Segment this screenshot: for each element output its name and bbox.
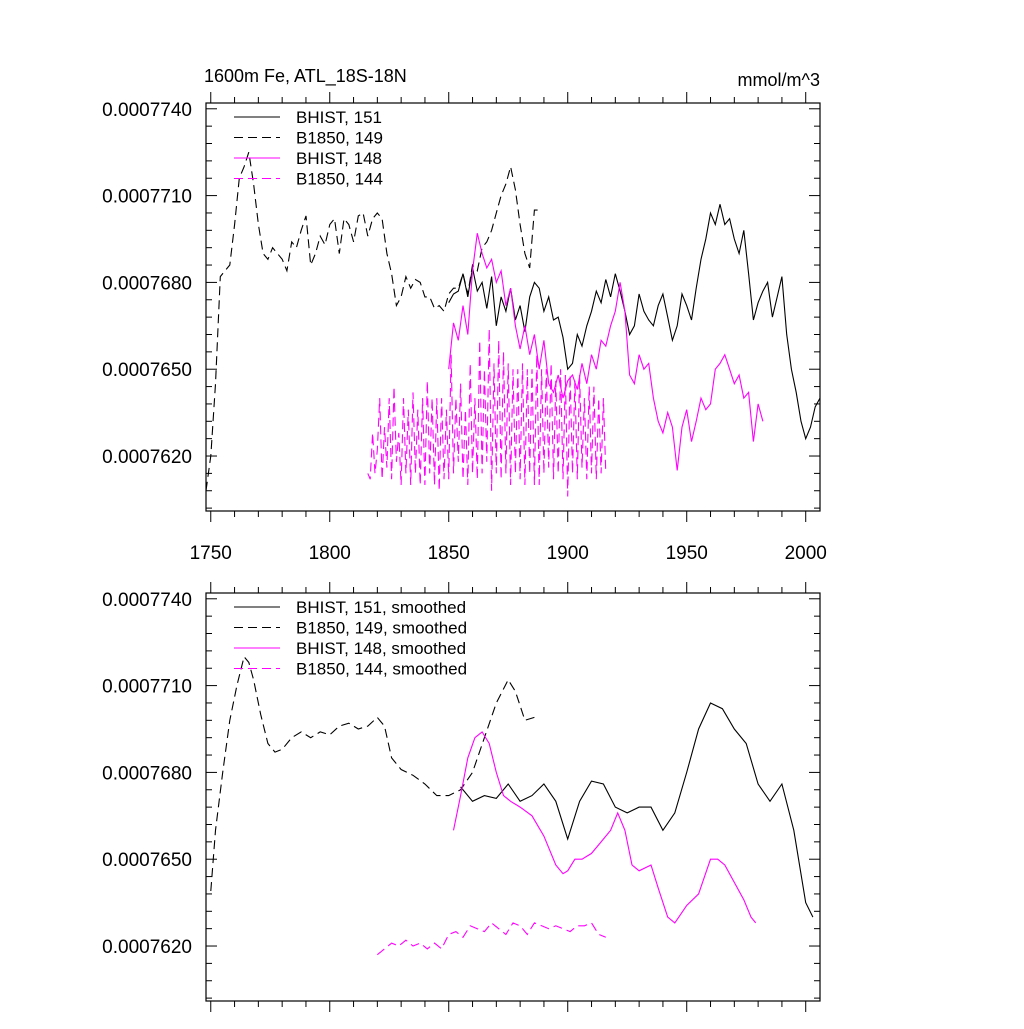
panel-2-legend-label-3: BHIST, 148, smoothed [296,639,466,658]
panel-1-ytick-label: 0.0007620 [102,447,192,468]
panel-2-legend-label-1: BHIST, 151, smoothed [296,598,466,617]
panel-1-title: 1600m Fe, ATL_18S-18N [204,66,407,87]
panel-1-ytick-label: 0.0007650 [102,360,192,381]
panel-2-ytick-label: 0.0007680 [102,763,192,784]
panel-1-frame [205,102,821,512]
panel-2-series-line-2 [210,655,535,892]
panel-1-xtick-label: 2000 [785,543,827,564]
panel-1-ytick-label: 0.0007680 [102,273,192,294]
panel-2-ytick-label: 0.0007620 [102,937,192,958]
panel-2-legend-label-2: B1850, 149, smoothed [296,619,467,638]
panel-1-series-line-1 [448,204,820,441]
panel-1-legend-label-4: B1850, 144 [296,170,383,189]
panel-2-series-line-3 [452,731,757,924]
panel-1-xtick-label: 1750 [190,543,232,564]
panel-1-units-label: mmol/m^3 [738,70,820,90]
panel-1: 0.0007620 0.0007650 0.0007680 0.0007710 0.00… [102,66,827,564]
panel-1-ytick-label: 0.0007710 [102,187,192,208]
panel-1-xtick-label: 1850 [428,543,470,564]
panel-1-xtick-label: 1950 [666,543,708,564]
panel-1-series-line-2 [206,152,540,491]
panel-1-legend-label-3: BHIST, 148 [296,149,382,168]
panel-2-frame [205,592,821,1002]
panel-2-ytick-label: 0.0007710 [102,677,192,698]
panel-1-legend-label-2: B1850, 149 [296,129,383,148]
panel-2-legend: BHIST, 151, smoothed B1850, 149, smoothed… [234,598,467,679]
panel-1-xtick-label: 1900 [547,543,589,564]
panel-2-series-line-4 [376,922,607,956]
panel-2: 0.0007620 0.0007650 0.0007680 0.0007710 0.00… [102,582,821,1012]
panel-2-ytick-label: 0.0007740 [102,590,192,611]
panel-1-ytick-label: 0.0007740 [102,100,192,121]
panel-1-series-line-4 [367,328,607,497]
panel-2-legend-label-4: B1850, 144, smoothed [296,660,467,679]
panel-1-series-line-3 [448,233,764,471]
panel-1-xtick-label: 1800 [309,543,351,564]
panel-1-legend-label-1: BHIST, 151 [296,108,382,127]
panel-2-ytick-label: 0.0007650 [102,850,192,871]
panel-2-series-line-1 [460,702,814,918]
